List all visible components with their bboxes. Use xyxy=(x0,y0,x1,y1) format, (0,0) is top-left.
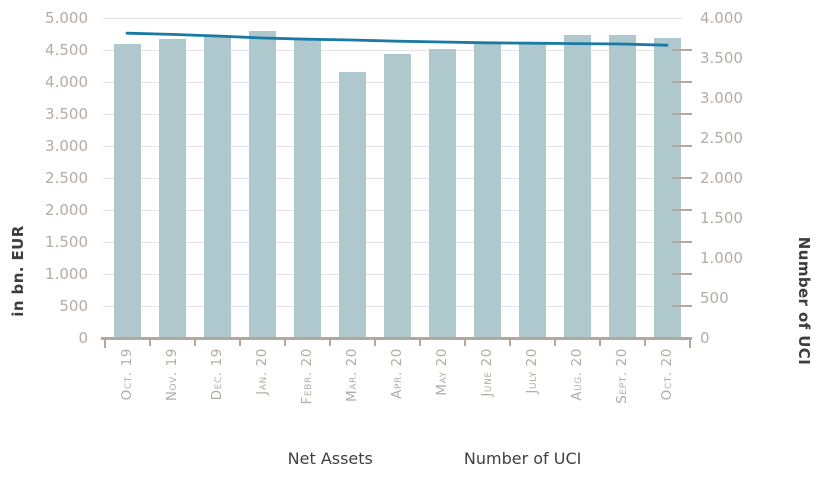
right-axis-tick xyxy=(672,273,692,275)
x-axis-tick xyxy=(149,339,151,346)
x-axis-tick xyxy=(464,339,466,346)
x-axis-label: Oct. 20 xyxy=(659,348,675,401)
x-axis-label: June 20 xyxy=(479,348,495,397)
x-axis-label: Nov. 19 xyxy=(164,348,180,402)
x-axis-label: May 20 xyxy=(434,348,450,396)
right-axis-tick xyxy=(672,337,692,339)
x-axis-tick xyxy=(689,339,691,348)
x-axis-tick xyxy=(419,339,421,346)
y-axis-label-left: 3.000 xyxy=(45,137,88,155)
x-axis-label: Mar. 20 xyxy=(344,348,360,403)
bar-net-assets xyxy=(518,42,546,338)
y-axis-label-right: 2.500 xyxy=(700,129,743,147)
bar-net-assets xyxy=(248,30,276,338)
y-axis-label-left: 1.000 xyxy=(45,265,88,283)
x-axis-label: Apr. 20 xyxy=(389,348,405,399)
x-axis-label: July 20 xyxy=(524,348,540,394)
y-axis-label-left: 500 xyxy=(59,297,88,315)
y-axis-label-left: 4.500 xyxy=(45,41,88,59)
y-axis-label-left: 1.500 xyxy=(45,233,88,251)
right-axis-tick xyxy=(672,177,692,179)
bar-net-assets xyxy=(608,35,636,338)
right-axis-title: Number of UCI xyxy=(795,236,813,366)
x-axis-tick xyxy=(509,339,511,346)
bar-net-assets xyxy=(473,43,501,338)
bar-net-assets xyxy=(563,35,591,338)
y-axis-label-right: 1.500 xyxy=(700,209,743,227)
x-axis-tick xyxy=(374,339,376,346)
y-axis-label-left: 2.500 xyxy=(45,169,88,187)
number-of-uci-swatch-icon xyxy=(408,458,456,461)
bar-net-assets xyxy=(338,71,366,338)
y-axis-label-right: 1.000 xyxy=(700,249,743,267)
bar-net-assets xyxy=(293,40,321,338)
bar-net-assets xyxy=(203,37,231,338)
gridline xyxy=(103,18,682,19)
x-axis-label: Aug. 20 xyxy=(569,348,585,401)
x-axis-label: Sept. 20 xyxy=(614,348,630,404)
y-axis-label-left: 3.500 xyxy=(45,105,88,123)
right-axis-tick xyxy=(672,145,692,147)
x-axis-tick xyxy=(329,339,331,346)
y-axis-label-left: 2.000 xyxy=(45,201,88,219)
bar-net-assets xyxy=(428,49,456,338)
right-axis-tick xyxy=(672,113,692,115)
legend-entry-number-of-uci: Number of UCI xyxy=(408,449,581,469)
right-axis-tick xyxy=(672,241,692,243)
x-axis-line xyxy=(101,337,692,340)
x-axis-tick xyxy=(599,339,601,346)
y-axis-label-right: 0 xyxy=(700,329,710,347)
y-axis-label-right: 4.000 xyxy=(700,9,743,27)
y-axis-label-right: 3.000 xyxy=(700,89,743,107)
x-axis-label: Jan. 20 xyxy=(254,348,270,395)
bar-net-assets xyxy=(653,37,681,338)
y-axis-label-right: 3.500 xyxy=(700,49,743,67)
right-axis-tick xyxy=(672,81,692,83)
bar-net-assets xyxy=(113,43,141,338)
net-assets-swatch-icon xyxy=(234,455,280,464)
x-axis-label: Oct. 19 xyxy=(119,348,135,401)
legend: Net Assets Number of UCI xyxy=(0,449,815,469)
legend-label-number-of-uci: Number of UCI xyxy=(463,449,582,468)
bar-net-assets xyxy=(383,54,411,338)
left-axis-title: in bn. EUR xyxy=(9,225,27,317)
y-axis-label-left: 4.000 xyxy=(45,73,88,91)
right-axis-tick xyxy=(672,49,692,51)
right-axis-tick xyxy=(672,209,692,211)
x-axis-label: Dec. 19 xyxy=(209,348,225,401)
x-axis-tick xyxy=(104,339,106,348)
gridline xyxy=(103,50,682,51)
x-axis-tick xyxy=(194,339,196,346)
x-axis-tick xyxy=(644,339,646,346)
legend-label-net-assets: Net Assets xyxy=(287,449,373,468)
legend-entry-net-assets: Net Assets xyxy=(234,449,373,469)
x-axis-tick xyxy=(284,339,286,346)
y-axis-label-right: 500 xyxy=(700,289,729,307)
y-axis-label-left: 5.000 xyxy=(45,9,88,27)
y-axis-label-right: 2.000 xyxy=(700,169,743,187)
right-axis-tick xyxy=(672,305,692,307)
x-axis-label: Febr. 20 xyxy=(299,348,315,405)
x-axis-tick xyxy=(239,339,241,346)
x-axis-tick xyxy=(554,339,556,346)
bar-net-assets xyxy=(158,38,186,338)
y-axis-label-left: 0 xyxy=(78,329,88,347)
